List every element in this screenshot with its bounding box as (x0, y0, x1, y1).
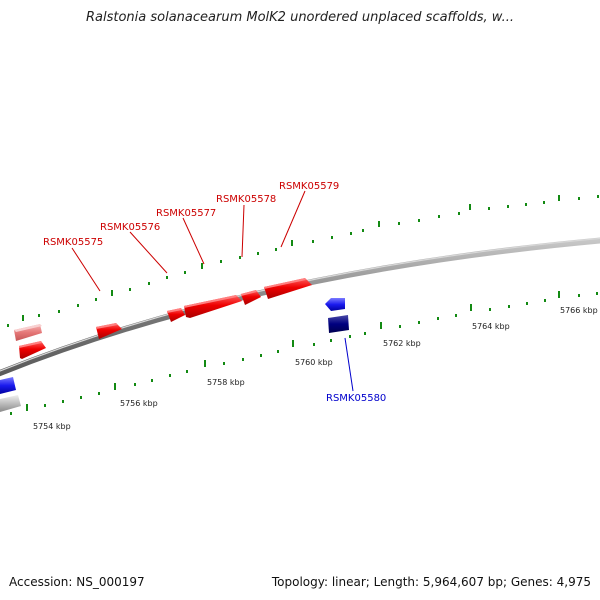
reverse-tick-track (10, 291, 598, 415)
gene-label-RSMK05577[interactable]: RSMK05577 (156, 208, 216, 219)
reverse-gene-left[interactable] (0, 377, 16, 394)
gene-label-RSMK05578[interactable]: RSMK05578 (216, 194, 276, 205)
reverse-gene-grey[interactable] (0, 395, 21, 412)
gene-RSMK05579[interactable] (264, 278, 312, 299)
scale-label-5758: 5758 kbp (207, 378, 245, 387)
genome-summary-text: Topology: linear; Length: 5,964,607 bp; … (271, 575, 591, 589)
gene-label-RSMK05575[interactable]: RSMK05575 (43, 237, 103, 248)
gene-RSMK05580[interactable] (325, 298, 345, 311)
gene-RSMK05578[interactable] (241, 290, 261, 305)
accession-text: Accession: NS_000197 (9, 575, 145, 589)
forward-gene-left[interactable] (19, 341, 46, 359)
gene-RSMK05575[interactable] (96, 323, 122, 339)
gene-label-RSMK05579[interactable]: RSMK05579 (279, 181, 339, 192)
forward-gene-faded[interactable] (14, 324, 42, 341)
reverse-gene-navy[interactable] (328, 315, 349, 333)
gene-label-RSMK05580[interactable]: RSMK05580 (326, 393, 386, 404)
label-leaders (71, 190, 354, 392)
scale-label-5756: 5756 kbp (120, 399, 158, 408)
scale-label-5762: 5762 kbp (383, 339, 421, 348)
gene-label-RSMK05576[interactable]: RSMK05576 (100, 222, 160, 233)
forward-tick-track (7, 195, 599, 327)
scale-label-5760: 5760 kbp (295, 358, 333, 367)
scale-label-5766: 5766 kbp (560, 306, 598, 315)
scale-label-5764: 5764 kbp (472, 322, 510, 331)
gene-RSMK05576[interactable] (167, 308, 185, 322)
map-title: Ralstonia solanacearum MolK2 unordered u… (85, 10, 514, 25)
gene-RSMK05577[interactable] (184, 295, 242, 318)
scale-label-5754: 5754 kbp (33, 422, 71, 431)
